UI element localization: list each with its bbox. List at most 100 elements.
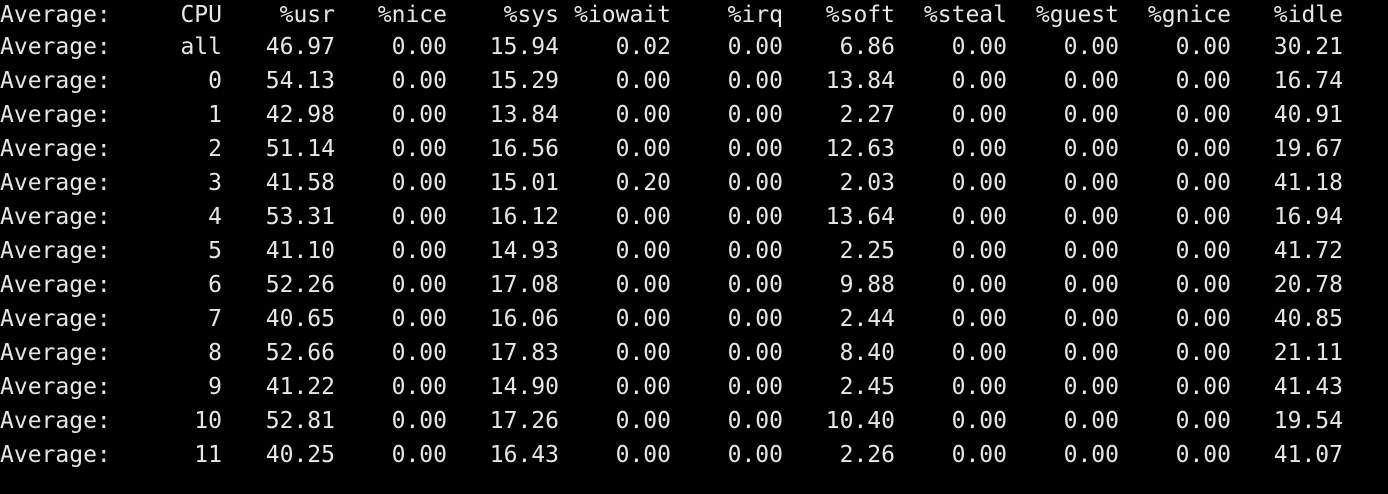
table-cell: 8 <box>208 340 222 366</box>
table-cell: 0.00 <box>1063 170 1119 196</box>
table-cell: 15.29 <box>489 68 559 94</box>
table-cell: 17.83 <box>489 340 559 366</box>
table-cell: 0.00 <box>1063 374 1119 400</box>
table-cell: 40.65 <box>265 306 335 332</box>
table-cell: 41.07 <box>1273 442 1343 468</box>
table-cell: 0.00 <box>1063 34 1119 60</box>
table-cell: 0.00 <box>615 272 671 298</box>
table-cell: 0.00 <box>1063 102 1119 128</box>
table-cell: 0.00 <box>727 68 783 94</box>
table-cell: 0.00 <box>1063 408 1119 434</box>
table-cell: 14.90 <box>489 374 559 400</box>
table-cell: 2.27 <box>839 102 895 128</box>
table-cell: 0.00 <box>1063 68 1119 94</box>
table-header-row: Average: CPU %usr %nice %sys %iowait %ir… <box>0 0 1388 32</box>
table-cell: 2.03 <box>839 170 895 196</box>
table-cell: 0.00 <box>727 408 783 434</box>
table-cell: 0.00 <box>615 68 671 94</box>
table-cell: 41.22 <box>265 374 335 400</box>
table-cell: 52.81 <box>265 408 335 434</box>
table-cell: 0.00 <box>727 306 783 332</box>
table-cell: 0.00 <box>727 442 783 468</box>
table-cell: 0.00 <box>391 68 447 94</box>
table-cell: 0.00 <box>1175 238 1231 264</box>
table-cell: 17.26 <box>489 408 559 434</box>
table-cell: 41.72 <box>1273 238 1343 264</box>
table-cell: 0.00 <box>1175 102 1231 128</box>
row-label: Average: <box>0 374 111 400</box>
table-cell: 0.00 <box>1063 136 1119 162</box>
table-cell: 8.40 <box>839 340 895 366</box>
table-cell: 52.26 <box>265 272 335 298</box>
table-cell: 16.94 <box>1273 204 1343 230</box>
table-cell: 0.00 <box>1175 408 1231 434</box>
table-row: Average: 10 52.81 0.00 17.26 0.00 0.00 10.40 0.0… <box>0 404 1388 438</box>
table-cell: 0.00 <box>951 408 1007 434</box>
table-cell: 0.00 <box>391 204 447 230</box>
table-cell: 0 <box>208 68 222 94</box>
table-cell: 0.00 <box>951 136 1007 162</box>
column-header-usr: %usr <box>279 2 335 28</box>
table-cell: 2.44 <box>839 306 895 332</box>
table-cell: 0.00 <box>1063 340 1119 366</box>
table-cell: 0.00 <box>1175 204 1231 230</box>
table-row: Average: 6 52.26 0.00 17.08 0.00 0.00 9.88 0.00 0… <box>0 268 1388 302</box>
table-cell: 16.56 <box>489 136 559 162</box>
table-cell: 0.00 <box>615 340 671 366</box>
table-cell: 0.00 <box>727 34 783 60</box>
table-row: Average: 11 40.25 0.00 16.43 0.00 0.00 2.26 0.00… <box>0 438 1388 472</box>
table-cell: 0.00 <box>951 34 1007 60</box>
table-cell: 0.00 <box>615 306 671 332</box>
table-cell: 0.00 <box>1175 374 1231 400</box>
table-body: Average: all 46.97 0.00 15.94 0.02 0.00 6.86 0.0… <box>0 30 1388 472</box>
row-label: Average: <box>0 340 111 366</box>
table-cell: 0.00 <box>727 102 783 128</box>
table-cell: 41.18 <box>1273 170 1343 196</box>
table-cell: 5 <box>208 238 222 264</box>
table-row: Average: 1 42.98 0.00 13.84 0.00 0.00 2.27 0.00 0… <box>0 98 1388 132</box>
table-cell: 20.78 <box>1273 272 1343 298</box>
table-cell: 0.00 <box>1175 442 1231 468</box>
table-cell: 0.00 <box>1063 306 1119 332</box>
table-cell: 12.63 <box>825 136 895 162</box>
row-label: Average: <box>0 272 111 298</box>
column-header-iowait: %iowait <box>574 2 671 28</box>
table-cell: 0.00 <box>391 306 447 332</box>
table-cell: 0.00 <box>1175 306 1231 332</box>
column-header-steal: %steal <box>923 2 1007 28</box>
row-label: Average: <box>0 136 111 162</box>
table-cell: 0.00 <box>391 170 447 196</box>
row-label: Average: <box>0 306 111 332</box>
table-cell: 0.00 <box>1063 204 1119 230</box>
table-cell: 0.00 <box>1063 442 1119 468</box>
table-cell: 0.00 <box>951 170 1007 196</box>
row-label: Average: <box>0 102 111 128</box>
table-cell: 40.85 <box>1273 306 1343 332</box>
table-cell: 9 <box>208 374 222 400</box>
table-cell: 0.00 <box>727 272 783 298</box>
table-cell: 0.00 <box>951 68 1007 94</box>
table-cell: 42.98 <box>265 102 335 128</box>
table-row: Average: 0 54.13 0.00 15.29 0.00 0.00 13.84 0.00… <box>0 64 1388 98</box>
table-cell: 13.84 <box>489 102 559 128</box>
table-cell: 15.01 <box>489 170 559 196</box>
table-cell: 0.00 <box>615 136 671 162</box>
table-cell: 0.00 <box>391 34 447 60</box>
column-header-nice: %nice <box>377 2 447 28</box>
table-cell: 51.14 <box>265 136 335 162</box>
table-cell: 2 <box>208 136 222 162</box>
table-cell: 0.00 <box>391 374 447 400</box>
table-cell: 7 <box>208 306 222 332</box>
table-cell: 0.00 <box>951 340 1007 366</box>
table-cell: 0.00 <box>391 442 447 468</box>
table-cell: 0.00 <box>391 340 447 366</box>
table-cell: 52.66 <box>265 340 335 366</box>
table-cell: 19.67 <box>1273 136 1343 162</box>
table-cell: 0.02 <box>615 34 671 60</box>
table-row: Average: 2 51.14 0.00 16.56 0.00 0.00 12.63 0.00… <box>0 132 1388 166</box>
table-cell: 0.00 <box>951 306 1007 332</box>
table-cell: 0.00 <box>727 374 783 400</box>
table-cell: 3 <box>208 170 222 196</box>
column-header-idle: %idle <box>1273 2 1343 28</box>
